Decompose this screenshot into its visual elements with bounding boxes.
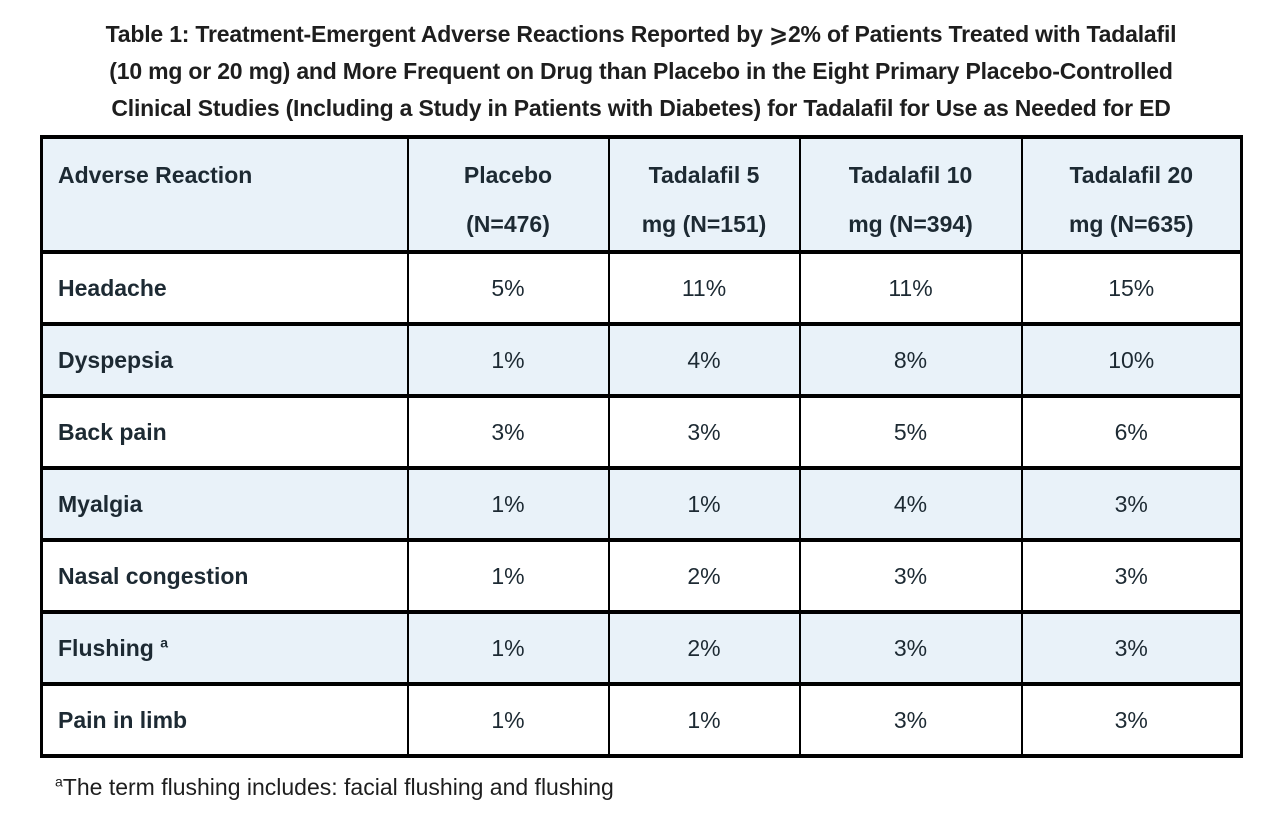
- footnote-marker-superscript: a: [160, 633, 169, 650]
- row-label-cell: Dyspepsia: [40, 322, 409, 398]
- value-cell: 1%: [607, 466, 801, 542]
- header-cell-tadalafil-20mg: Tadalafil 20 mg (N=635): [1020, 135, 1243, 254]
- row-label-cell: Headache: [40, 250, 409, 326]
- table-row-myalgia: Myalgia 1% 1% 4% 3%: [40, 466, 1243, 542]
- value-cell: 3%: [607, 394, 801, 470]
- value-cell: 1%: [406, 610, 610, 686]
- table-row-nasal-congestion: Nasal congestion 1% 2% 3% 3%: [40, 538, 1243, 614]
- value-cell: 1%: [607, 682, 801, 758]
- value-cell: 11%: [607, 250, 801, 326]
- value-cell: 3%: [798, 682, 1023, 758]
- row-label-cell: Nasal congestion: [40, 538, 409, 614]
- value-cell: 1%: [406, 322, 610, 398]
- header-cell-placebo: Placebo (N=476): [406, 135, 610, 254]
- header-placebo-line-1: Placebo: [463, 162, 553, 188]
- value-cell: 3%: [1020, 682, 1243, 758]
- value-cell: 3%: [798, 610, 1023, 686]
- header-cell-tadalafil-10mg: Tadalafil 10 mg (N=394): [798, 135, 1023, 254]
- value-cell: 2%: [607, 610, 801, 686]
- table-row-dyspepsia: Dyspepsia 1% 4% 8% 10%: [40, 322, 1243, 398]
- value-cell: 3%: [1020, 538, 1243, 614]
- row-label-cell: Pain in limb: [40, 682, 409, 758]
- footnote-text: The term flushing includes: facial flush…: [62, 774, 614, 800]
- value-cell: 4%: [607, 322, 801, 398]
- header-tadalafil5-line-2: mg (N=151): [641, 211, 767, 237]
- row-label-cell: Flushing a: [40, 610, 409, 686]
- value-cell: 5%: [798, 394, 1023, 470]
- table-title-line-3: Clinical Studies (Including a Study in P…: [111, 95, 1171, 121]
- row-label-cell: Back pain: [40, 394, 409, 470]
- table-row-flushing: Flushing a 1% 2% 3% 3%: [40, 610, 1243, 686]
- header-tadalafil20-line-2: mg (N=635): [1068, 211, 1194, 237]
- value-cell: 6%: [1020, 394, 1243, 470]
- value-cell: 11%: [798, 250, 1023, 326]
- header-tadalafil10-line-2: mg (N=394): [848, 211, 973, 237]
- header-tadalafil20-line-1: Tadalafil 20: [1069, 162, 1194, 188]
- row-label-text: Flushing: [58, 634, 161, 661]
- value-cell: 3%: [1020, 466, 1243, 542]
- value-cell: 3%: [798, 538, 1023, 614]
- table-row-pain-in-limb: Pain in limb 1% 1% 3% 3%: [40, 682, 1243, 758]
- table-title-line-1: Table 1: Treatment-Emergent Adverse Reac…: [105, 21, 1177, 47]
- table-row-back-pain: Back pain 3% 3% 5% 6%: [40, 394, 1243, 470]
- row-label-cell: Myalgia: [40, 466, 409, 542]
- header-cell-adverse-reaction: Adverse Reaction: [40, 135, 409, 254]
- adverse-reactions-table: Adverse Reaction Placebo (N=476) Tadalaf…: [40, 135, 1243, 758]
- value-cell: 8%: [798, 322, 1023, 398]
- value-cell: 1%: [406, 466, 610, 542]
- value-cell: 1%: [406, 538, 610, 614]
- table-row-headache: Headache 5% 11% 11% 15%: [40, 250, 1243, 326]
- header-cell-tadalafil-5mg: Tadalafil 5 mg (N=151): [607, 135, 801, 254]
- value-cell: 3%: [1020, 610, 1243, 686]
- value-cell: 1%: [406, 682, 610, 758]
- value-cell: 5%: [406, 250, 610, 326]
- value-cell: 10%: [1020, 322, 1243, 398]
- value-cell: 2%: [607, 538, 801, 614]
- table-title: Table 1: Treatment-Emergent Adverse Reac…: [0, 0, 1282, 127]
- value-cell: 4%: [798, 466, 1023, 542]
- value-cell: 3%: [406, 394, 610, 470]
- footnote-marker: a: [55, 773, 63, 790]
- table-header-row: Adverse Reaction Placebo (N=476) Tadalaf…: [40, 135, 1243, 254]
- table-footnote: aThe term flushing includes: facial flus…: [55, 774, 1282, 801]
- header-tadalafil5-line-1: Tadalafil 5: [648, 162, 760, 188]
- header-tadalafil10-line-1: Tadalafil 10: [848, 162, 973, 188]
- table-title-line-2: (10 mg or 20 mg) and More Frequent on Dr…: [109, 58, 1173, 84]
- value-cell: 15%: [1020, 250, 1243, 326]
- header-placebo-line-2: (N=476): [466, 211, 550, 237]
